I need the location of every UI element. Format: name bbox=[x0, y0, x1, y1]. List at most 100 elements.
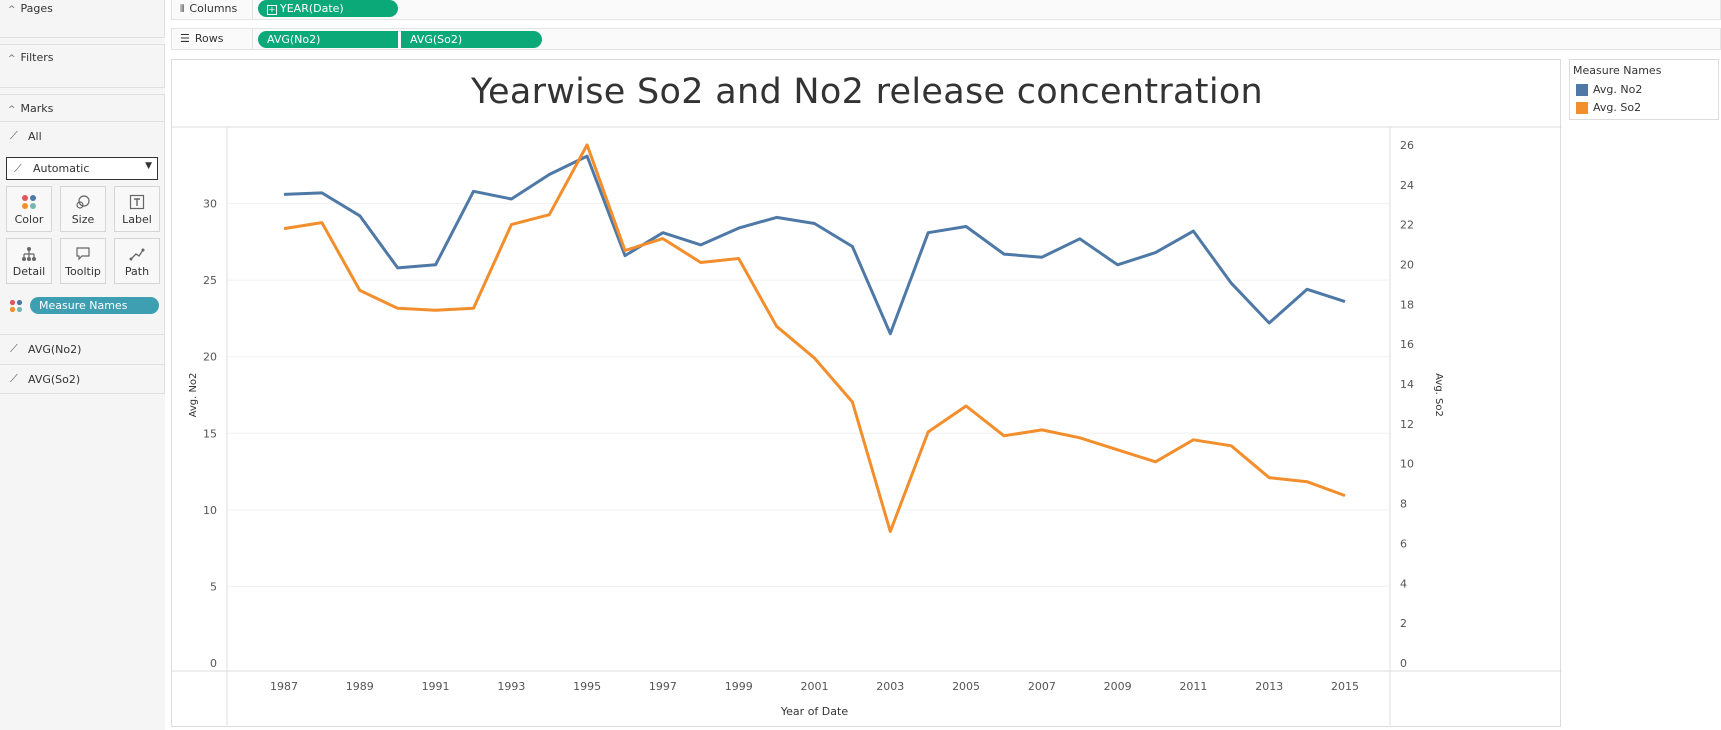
detail-hierarchy-icon bbox=[7, 246, 51, 262]
tooltip-button[interactable]: Tooltip bbox=[60, 238, 106, 284]
y-axis-title: Avg. No2 bbox=[188, 373, 199, 418]
detail-button-label: Detail bbox=[12, 265, 46, 278]
columns-icon: ⦀ bbox=[180, 4, 185, 15]
x-tick-label: 2003 bbox=[876, 680, 904, 693]
path-button-label: Path bbox=[124, 265, 150, 278]
y2-tick-label: 12 bbox=[1400, 418, 1414, 431]
pages-label: Pages bbox=[20, 2, 53, 15]
dropdown-arrow-icon[interactable]: ▼ bbox=[145, 161, 152, 171]
x-tick-label: 2007 bbox=[1028, 680, 1056, 693]
pages-title[interactable]: ^ Pages bbox=[8, 2, 53, 15]
color-dots-icon bbox=[7, 194, 51, 210]
marks-title[interactable]: ^ Marks bbox=[8, 102, 53, 115]
y-tick-label: 15 bbox=[203, 427, 217, 440]
series-line-so2 bbox=[283, 143, 1346, 533]
tooltip-bubble-icon bbox=[61, 246, 105, 262]
rows-icon: ☰ bbox=[180, 32, 190, 45]
mark-type-value: Automatic bbox=[33, 162, 90, 175]
shelf-divider bbox=[252, 0, 253, 19]
filters-label: Filters bbox=[20, 51, 54, 64]
y2-tick-label: 0 bbox=[1400, 657, 1407, 670]
rows-shelf-label: ☰ Rows bbox=[180, 32, 223, 45]
x-tick-label: 1991 bbox=[422, 680, 450, 693]
x-tick-label: 1997 bbox=[649, 680, 677, 693]
y-tick-label: 20 bbox=[203, 351, 217, 364]
x-tick-label: 2005 bbox=[952, 680, 980, 693]
marks-avg-so2-tab[interactable]: ⟋ AVG(So2) bbox=[0, 364, 165, 394]
marks-all-label: All bbox=[28, 130, 42, 143]
marks-avg-so2-label: AVG(So2) bbox=[28, 373, 81, 386]
y2-tick-label: 8 bbox=[1400, 498, 1407, 511]
legend-swatch bbox=[1576, 102, 1588, 114]
y2-tick-label: 26 bbox=[1400, 139, 1414, 152]
chart-title: Yearwise So2 and No2 release concentrati… bbox=[470, 72, 1264, 112]
marks-avg-no2-tab[interactable]: ⟋ AVG(No2) bbox=[0, 334, 165, 364]
x-tick-label: 1987 bbox=[270, 680, 298, 693]
y2-tick-label: 4 bbox=[1400, 577, 1407, 590]
detail-button[interactable]: Detail bbox=[6, 238, 52, 284]
x-tick-label: 1989 bbox=[346, 680, 374, 693]
filters-card[interactable]: ^ Filters bbox=[0, 44, 165, 88]
x-tick-label: 1993 bbox=[497, 680, 525, 693]
avg-no2-pill[interactable]: AVG(No2) bbox=[258, 31, 398, 48]
size-button-label: Size bbox=[71, 213, 95, 226]
text-label-icon bbox=[115, 194, 159, 210]
color-button[interactable]: Color bbox=[6, 186, 52, 232]
y2-tick-label: 6 bbox=[1400, 537, 1407, 550]
line-mark-icon: ⟋ bbox=[14, 162, 22, 175]
y-tick-label: 0 bbox=[210, 657, 217, 670]
marks-label: Marks bbox=[20, 102, 54, 115]
year-date-pill-label: YEAR(Date) bbox=[280, 2, 344, 15]
viz-area: Yearwise So2 and No2 release concentrati… bbox=[171, 59, 1562, 727]
y-tick-label: 5 bbox=[210, 580, 217, 593]
legend-item-label: Avg. So2 bbox=[1593, 101, 1642, 114]
mark-type-dropdown[interactable]: ⟋ Automatic ▼ bbox=[6, 157, 158, 180]
measure-names-pill[interactable]: Measure Names bbox=[30, 297, 159, 314]
chevron-up-icon[interactable]: ^ bbox=[8, 54, 16, 64]
shelf-divider bbox=[252, 29, 253, 49]
y2-axis-title: Avg. So2 bbox=[1433, 373, 1444, 417]
x-tick-label: 1999 bbox=[725, 680, 753, 693]
y2-tick-label: 14 bbox=[1400, 378, 1414, 391]
y-tick-label: 10 bbox=[203, 504, 217, 517]
label-button[interactable]: Label bbox=[114, 186, 160, 232]
size-button[interactable]: Size bbox=[60, 186, 106, 232]
line-mark-icon: ⟋ bbox=[10, 129, 18, 142]
path-line-icon bbox=[115, 246, 159, 262]
y-tick-label: 30 bbox=[203, 198, 217, 211]
marks-all-tab[interactable]: ⟋ All bbox=[0, 121, 165, 151]
x-tick-label: 2015 bbox=[1331, 680, 1359, 693]
legend: Measure Names Avg. No2 Avg. So2 bbox=[1569, 59, 1719, 120]
chevron-up-icon[interactable]: ^ bbox=[8, 5, 16, 15]
filters-title[interactable]: ^ Filters bbox=[8, 51, 54, 64]
x-tick-label: 2001 bbox=[801, 680, 829, 693]
y2-tick-label: 10 bbox=[1400, 458, 1414, 471]
legend-swatch bbox=[1576, 84, 1588, 96]
legend-title: Measure Names bbox=[1573, 64, 1662, 77]
pages-card[interactable]: ^ Pages bbox=[0, 0, 165, 38]
size-circles-icon bbox=[61, 194, 105, 210]
label-button-label: Label bbox=[122, 213, 152, 226]
x-tick-label: 2009 bbox=[1104, 680, 1132, 693]
y2-tick-label: 18 bbox=[1400, 298, 1414, 311]
y2-tick-label: 24 bbox=[1400, 179, 1414, 192]
legend-item-label: Avg. No2 bbox=[1593, 83, 1643, 96]
columns-shelf[interactable]: ⦀ Columns bbox=[171, 0, 1721, 20]
path-button[interactable]: Path bbox=[114, 238, 160, 284]
y2-tick-label: 16 bbox=[1400, 338, 1414, 351]
rows-label-text: Rows bbox=[194, 32, 224, 45]
series-line-no2 bbox=[283, 154, 1346, 336]
y-tick-label: 25 bbox=[203, 274, 217, 287]
color-dots-icon bbox=[9, 298, 23, 317]
color-button-label: Color bbox=[14, 213, 44, 226]
left-panel: ^ Pages ^ Filters ^ Marks ⟋ All ⟋ Automatic… bbox=[0, 0, 165, 730]
line-mark-icon: ⟋ bbox=[10, 342, 18, 355]
rows-shelf[interactable]: ☰ Rows bbox=[171, 28, 1721, 50]
expand-plus-icon[interactable]: + bbox=[267, 5, 277, 15]
x-tick-label: 1995 bbox=[573, 680, 601, 693]
avg-so2-pill[interactable]: AVG(So2) bbox=[401, 31, 542, 48]
year-date-pill[interactable]: + YEAR(Date) bbox=[258, 0, 398, 17]
x-tick-label: 2011 bbox=[1179, 680, 1207, 693]
chevron-up-icon[interactable]: ^ bbox=[8, 105, 16, 115]
